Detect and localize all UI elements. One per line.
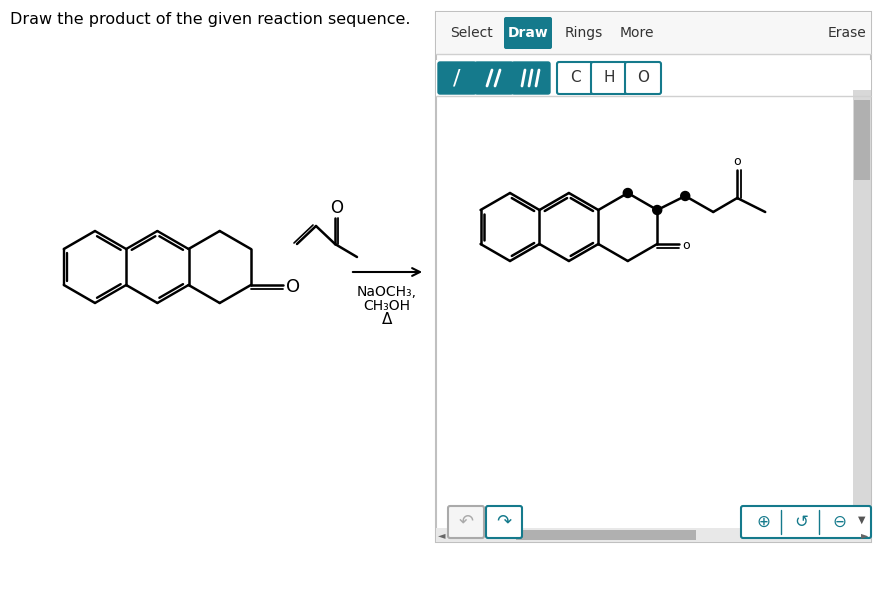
Text: ⊖: ⊖ [831,513,845,531]
Text: C: C [569,70,579,86]
FancyBboxPatch shape [503,17,551,49]
Text: ►: ► [860,530,867,540]
Text: NaOCH₃,: NaOCH₃, [356,285,416,299]
Text: O: O [636,70,649,86]
Text: ⊕: ⊕ [755,513,769,531]
Bar [516,530,696,540]
FancyBboxPatch shape [438,62,476,94]
FancyBboxPatch shape [447,506,484,538]
Text: Draw: Draw [507,26,548,40]
Circle shape [680,191,689,200]
Text: Rings: Rings [564,26,602,40]
Text: Select: Select [450,26,493,40]
Text: ↶: ↶ [458,513,473,531]
Text: O: O [330,199,343,217]
Bar [436,528,870,542]
Circle shape [623,189,632,197]
Circle shape [652,206,661,214]
FancyBboxPatch shape [486,506,522,538]
Text: H: H [602,70,614,86]
Text: o: o [733,155,740,169]
Bar [436,60,870,96]
Text: CH₃OH: CH₃OH [363,299,410,313]
Text: ↺: ↺ [793,513,807,531]
FancyBboxPatch shape [511,62,549,94]
Bar [853,100,869,180]
Text: ▼: ▼ [858,515,865,525]
Text: Erase: Erase [827,26,866,40]
Text: Draw the product of the given reaction sequence.: Draw the product of the given reaction s… [10,12,410,27]
FancyBboxPatch shape [475,62,512,94]
FancyBboxPatch shape [556,62,593,94]
Text: ↷: ↷ [496,513,511,531]
Text: More: More [619,26,654,40]
FancyBboxPatch shape [590,62,626,94]
Bar [852,90,870,526]
FancyBboxPatch shape [740,506,870,538]
Text: o: o [681,240,689,253]
Text: ◄: ◄ [438,530,446,540]
Text: /: / [453,68,460,88]
Text: Δ: Δ [381,313,392,328]
FancyBboxPatch shape [625,62,660,94]
Bar [436,12,870,54]
Text: O: O [285,278,299,296]
FancyBboxPatch shape [436,12,870,542]
